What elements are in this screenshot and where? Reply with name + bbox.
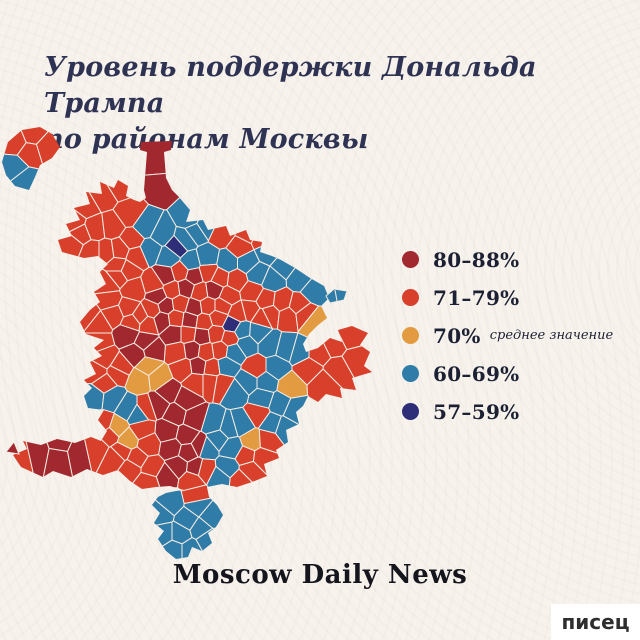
legend-item: 57–59% — [402, 397, 613, 426]
district-cell — [166, 156, 233, 229]
legend-item: 80–88% — [402, 245, 613, 274]
legend-note: среднее значение — [489, 328, 614, 343]
district-cell — [76, 497, 175, 542]
district-cell — [2, 352, 108, 385]
title-line-2: по районам Москвы — [44, 124, 369, 155]
district-cell — [234, 368, 258, 396]
legend-color-dot — [402, 327, 419, 344]
legend-color-dot — [402, 289, 419, 306]
watermark-badge: писец — [551, 604, 640, 640]
legend-color-dot — [402, 403, 419, 420]
legend-range-label: 70% — [433, 323, 481, 348]
district-cell — [124, 367, 151, 396]
district-cell — [2, 282, 102, 359]
district-cell — [333, 270, 372, 351]
district-cell — [227, 468, 345, 559]
district-cell — [214, 297, 233, 316]
legend-color-dot — [402, 365, 419, 382]
district-cell — [88, 127, 140, 203]
district-cell — [2, 228, 84, 301]
district-cell — [10, 370, 50, 500]
district-cell — [250, 127, 372, 251]
legend: 80–88% 71–79% 70% среднее значение 60–69% 57–… — [402, 245, 613, 435]
legend-item: 70% среднее значение — [402, 321, 613, 350]
district-cell — [116, 426, 139, 450]
district-cell — [49, 521, 173, 559]
district-cell — [252, 447, 372, 559]
legend-range-label: 80–88% — [433, 247, 520, 272]
district-cell — [282, 394, 365, 462]
district-cell — [291, 357, 324, 386]
district-cell — [75, 154, 119, 214]
district-cell — [105, 127, 265, 177]
district-cell — [2, 166, 61, 256]
district-cell — [240, 352, 267, 379]
district-cell — [285, 157, 372, 293]
legend-range-label: 57–59% — [433, 399, 520, 424]
district-cell — [24, 381, 80, 452]
legend-item: 60–69% — [402, 359, 613, 388]
newspaper-brand: Moscow Daily News — [172, 560, 468, 590]
district-cell — [269, 186, 357, 281]
district-cell — [299, 191, 372, 307]
legend-item: 71–79% — [402, 283, 613, 312]
district-cells — [2, 127, 372, 559]
district-cell — [203, 357, 221, 377]
district-cell — [26, 194, 87, 233]
district-cell — [196, 152, 238, 242]
district-cell — [35, 127, 108, 181]
title-line-1: Уровень поддержки Дональда Трампа — [44, 52, 537, 119]
legend-items: 80–88% 71–79% 70% среднее значение 60–69% 57–… — [402, 245, 613, 426]
district-cell — [189, 356, 207, 376]
district-cell — [120, 259, 145, 282]
watermark-label: писец — [561, 610, 630, 634]
legend-range-label: 60–69% — [433, 361, 520, 386]
district-cell — [167, 309, 185, 328]
legend-color-dot — [402, 251, 419, 268]
district-cell — [23, 380, 105, 419]
district-cell — [231, 127, 306, 245]
district-cell — [275, 415, 372, 527]
sw-exclave-triangle — [5, 441, 20, 455]
legend-range-label: 71–79% — [433, 285, 520, 310]
district-cell — [132, 301, 149, 325]
poster-title: Уровень поддержки Дональда Трампа по рай… — [44, 50, 604, 158]
district-cell — [229, 406, 256, 438]
island-district-border — [334, 289, 338, 302]
